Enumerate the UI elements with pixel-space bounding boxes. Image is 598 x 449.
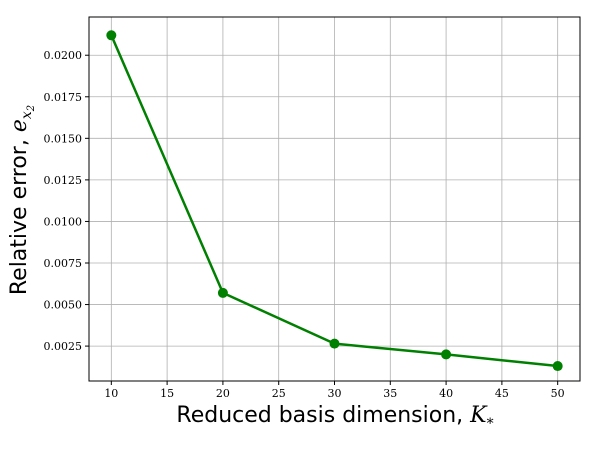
x-tick-label-0: 10 bbox=[104, 387, 118, 400]
data-point-0-1 bbox=[217, 287, 228, 298]
x-tick-label-7: 45 bbox=[495, 387, 509, 400]
x-axis-label-text: Reduced basis dimension, bbox=[176, 403, 470, 428]
y-axis-label: Relative error, ex2 bbox=[7, 105, 37, 295]
data-point-0-3 bbox=[441, 349, 452, 360]
y-tick-label-0: 0.0025 bbox=[44, 340, 83, 353]
y-axis-label-text: Relative error, bbox=[7, 132, 32, 295]
grid bbox=[89, 17, 580, 381]
y-tick-label-3: 0.0100 bbox=[44, 215, 83, 228]
x-tick-label-8: 50 bbox=[551, 387, 565, 400]
x-tick-label-6: 40 bbox=[439, 387, 453, 400]
series-layer bbox=[106, 30, 563, 372]
data-point-0-0 bbox=[106, 30, 117, 41]
y-tick-label-2: 0.0075 bbox=[44, 257, 83, 270]
y-axis-ticks: 0.0025 0.0050 0.0075 0.0100 0.0125 0.0150 0.01… bbox=[44, 49, 89, 353]
x-axis-ticks: 10 15 20 25 30 35 40 45 50 bbox=[104, 381, 565, 400]
y-axis-label-symbol: e bbox=[7, 119, 32, 132]
x-tick-label-2: 20 bbox=[216, 387, 230, 400]
x-tick-label-5: 35 bbox=[383, 387, 397, 400]
y-tick-label-5: 0.0150 bbox=[44, 132, 83, 145]
x-axis-label-symbol: K bbox=[469, 403, 488, 428]
y-tick-label-1: 0.0050 bbox=[44, 299, 83, 312]
y-tick-label-4: 0.0125 bbox=[44, 174, 83, 187]
y-axis-label-subsubscript: 2 bbox=[26, 105, 37, 112]
x-axis-label: Reduced basis dimension, K* bbox=[176, 403, 493, 432]
data-point-0-4 bbox=[552, 361, 563, 372]
y-tick-label-7: 0.0200 bbox=[44, 49, 83, 62]
x-tick-label-4: 30 bbox=[328, 387, 342, 400]
y-tick-label-6: 0.0175 bbox=[44, 91, 83, 104]
x-tick-label-1: 15 bbox=[160, 387, 174, 400]
x-tick-label-3: 25 bbox=[272, 387, 286, 400]
data-point-0-2 bbox=[329, 338, 340, 349]
y-axis-label-subscript: x bbox=[19, 111, 35, 119]
x-axis-label-subscript: * bbox=[487, 416, 494, 432]
